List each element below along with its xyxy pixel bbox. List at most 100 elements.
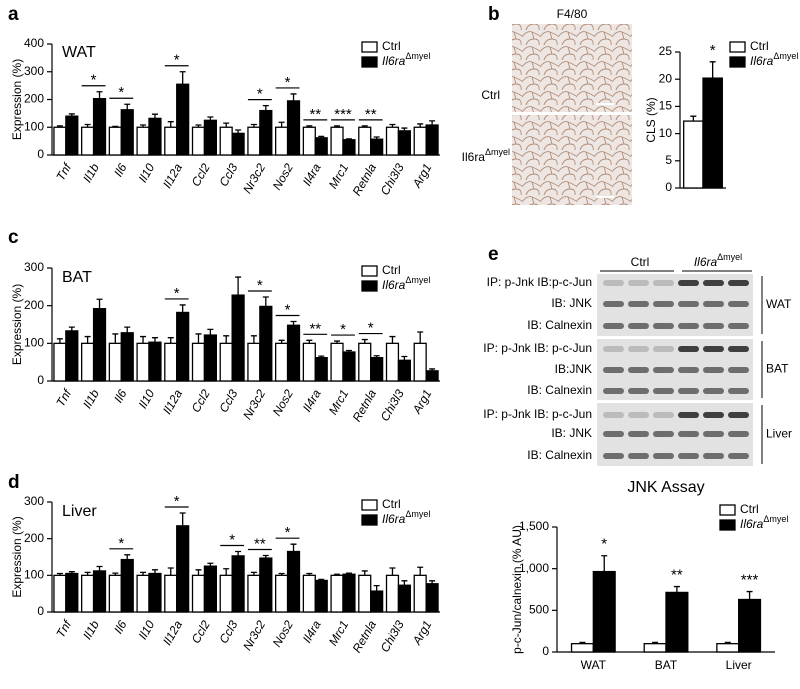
significance-label: *: [118, 84, 124, 101]
scale-bar: [596, 103, 614, 105]
y-tick-label: 300: [24, 64, 44, 78]
legend-swatch: [361, 265, 378, 277]
blot-column-label-sup: Δmyel: [717, 252, 742, 262]
bar: [176, 311, 190, 382]
bar: [413, 126, 427, 156]
blot-band: [603, 280, 624, 286]
bar: [136, 126, 150, 156]
x-tick-label: Arg1: [409, 387, 434, 417]
y-axis-label: Expression (%): [10, 59, 24, 140]
bar: [342, 139, 356, 156]
bar: [385, 126, 400, 156]
error-bar: [140, 335, 147, 344]
significance-label: *: [285, 301, 291, 318]
x-tick-label: Nos2: [270, 161, 296, 193]
blot-band: [603, 453, 624, 459]
significance-label: *: [285, 74, 291, 91]
bar: [148, 572, 162, 613]
y-tick-label: 100: [24, 568, 44, 582]
bar: [120, 332, 134, 382]
x-tick-label: Nr3c2: [240, 161, 268, 196]
blot-band: [703, 431, 724, 437]
x-tick-label: Il4ra: [300, 161, 324, 188]
bar: [219, 126, 233, 156]
y-tick-label: 0: [37, 373, 44, 387]
chart-title: BAT: [62, 269, 92, 286]
bar: [330, 342, 344, 382]
blot-band: [603, 367, 624, 373]
bar: [413, 574, 427, 613]
error-bar: [373, 584, 380, 592]
blot-band: [603, 412, 624, 418]
x-tick-label: Chi3l3: [378, 618, 407, 655]
legend-label-main: Ctrl: [382, 263, 401, 277]
blot-band: [603, 431, 624, 437]
blot-row-label: IB:JNK: [555, 362, 592, 376]
y-tick-label: 200: [24, 298, 44, 312]
blot-band: [728, 280, 749, 286]
significance-label: *: [174, 52, 180, 69]
error-bar: [96, 298, 103, 309]
x-tick-label: Il1b: [80, 161, 102, 185]
bar: [148, 341, 162, 382]
legend-swatch: [729, 56, 746, 68]
bar: [370, 356, 384, 382]
legend-swatch: [361, 41, 378, 53]
bar: [286, 550, 301, 613]
legend-label-main: Il6ra: [740, 517, 764, 531]
error-bar: [124, 103, 131, 110]
blot-band: [628, 431, 649, 437]
blot-tissue-label: WAT: [766, 297, 792, 311]
error-bar: [389, 335, 396, 344]
significance-label: *: [601, 536, 607, 553]
y-tick-label: 5: [665, 153, 672, 167]
x-tick-label: Ccl3: [216, 387, 240, 415]
x-tick-label: Tnf: [53, 617, 75, 640]
error-bar: [223, 568, 230, 576]
bar: [370, 590, 384, 613]
blot-band: [628, 412, 649, 418]
significance-label: *: [257, 86, 263, 103]
error-bar: [401, 580, 408, 586]
blot-row-label: IB: JNK: [551, 296, 592, 310]
error-bar: [223, 335, 230, 344]
x-tick-label: Nr3c2: [240, 618, 268, 653]
bar: [314, 137, 328, 156]
x-tick-label: Tnf: [53, 160, 75, 183]
error-bar: [223, 122, 230, 128]
x-tick-label: Chi3l3: [378, 161, 407, 198]
legend-label-main: Il6ra: [750, 54, 774, 68]
error-bar: [690, 115, 697, 122]
y-tick-label: 100: [24, 336, 44, 350]
blot-band: [678, 323, 699, 329]
bar: [314, 579, 328, 613]
error-bar: [179, 304, 186, 313]
blot-band: [678, 453, 699, 459]
error-bar: [673, 585, 680, 593]
scale-bar: [596, 196, 614, 198]
x-tick-label: Mrc1: [326, 161, 351, 191]
blot-band: [603, 323, 624, 329]
y-tick-label: 0: [665, 180, 672, 194]
legend-label: Il6raΔmyel: [750, 51, 798, 68]
bar: [231, 555, 245, 613]
blot-band: [703, 323, 724, 329]
blot-band: [678, 280, 699, 286]
error-bar: [262, 296, 269, 307]
error-bar: [235, 550, 242, 556]
blot-band: [703, 301, 724, 307]
panel-letter: c: [8, 227, 19, 248]
blot-band: [728, 412, 749, 418]
blot-band: [653, 367, 674, 373]
bar: [397, 130, 411, 156]
bar: [203, 334, 217, 382]
bar: [397, 359, 411, 382]
bar: [65, 330, 79, 382]
bar: [164, 574, 178, 613]
error-bar: [124, 554, 131, 560]
bar: [342, 351, 356, 382]
y-axis-label: CLS (%): [644, 97, 658, 142]
significance-label: *: [174, 493, 180, 510]
blot-band: [628, 280, 649, 286]
y-tick-label: 1,000: [519, 561, 549, 575]
